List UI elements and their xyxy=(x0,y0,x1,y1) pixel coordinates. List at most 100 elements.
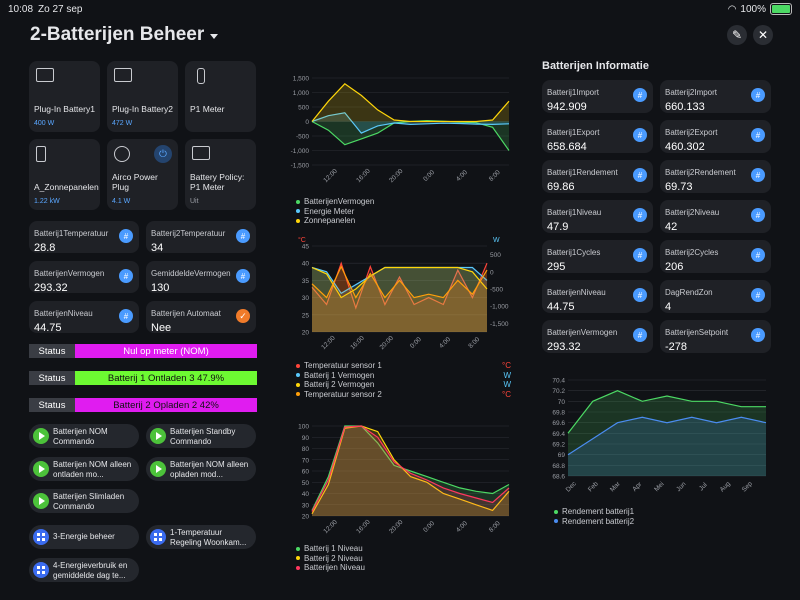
info-card-batterij2export[interactable]: Batterij2Export 460.302 # xyxy=(660,120,771,153)
info-value: 942.909 xyxy=(547,101,587,113)
info-card-batterij2rendement[interactable]: Batterij2Rendement 69.73 # xyxy=(660,160,771,193)
legend-item[interactable]: Rendement batterij1 xyxy=(554,507,754,517)
series-line-1[interactable] xyxy=(567,416,767,456)
legend-unit: W xyxy=(503,370,511,380)
legend-item[interactable]: Batterij 2 Vermogen W xyxy=(296,380,511,390)
script-nom-alleen-opladen[interactable]: Batterijen NOM alleen opladen mod... xyxy=(146,457,256,481)
hash-icon: # xyxy=(751,88,765,102)
y-tick-label: -1,500 xyxy=(291,163,310,170)
info-card-batterijensetpoint[interactable]: BatterijenSetpoint -278 # xyxy=(660,320,771,353)
legend-item[interactable]: Zonnepanelen xyxy=(296,216,511,226)
tile-state: Uit xyxy=(190,198,199,205)
y-tick-label: 100 xyxy=(298,424,309,431)
entity-batterij2-temperatuur[interactable]: Batterij2Temperatuur 34 # xyxy=(146,221,256,254)
x-tick-label: 0:00 xyxy=(422,169,436,183)
power-icon[interactable]: ⏻ xyxy=(154,145,172,163)
series-area-1 xyxy=(312,112,509,134)
hash-icon: # xyxy=(751,288,765,302)
entity-label: Batterij2Temperatuur xyxy=(151,229,226,238)
y-tick-label: 69 xyxy=(558,452,566,459)
tile-plugin-battery2[interactable]: Plug-In Battery2 472 W xyxy=(107,61,178,132)
script-nom-alleen-ontladen[interactable]: Batterijen NOM alleen ontladen mo... xyxy=(29,457,139,481)
info-card-batterij1cycles[interactable]: Batterij1Cycles 295 # xyxy=(542,240,653,273)
close-button[interactable]: ✕ xyxy=(753,25,773,45)
info-card-dagrendzon[interactable]: DagRendZon 4 # xyxy=(660,280,771,313)
entity-batterijen-niveau[interactable]: BatterijenNiveau 44.75 # xyxy=(29,301,139,334)
y-tick-label: 500 xyxy=(298,105,309,112)
info-value: 47.9 xyxy=(547,221,569,233)
series-line-2[interactable] xyxy=(311,266,488,299)
x-tick-label: Dec xyxy=(565,480,579,494)
info-card-batterij2niveau[interactable]: Batterij2Niveau 42 # xyxy=(660,200,771,233)
series-line-1[interactable] xyxy=(311,112,510,134)
info-card-batterij1import[interactable]: Batterij1Import 942.909 # xyxy=(542,80,653,113)
nav-energie-beheer[interactable]: 3-Energie beheer xyxy=(29,525,139,549)
entity-gemiddelde-vermogen[interactable]: GemiddeldeVermogen 130 # xyxy=(146,261,256,294)
legend-item[interactable]: Rendement batterij2 xyxy=(554,517,754,527)
series-line-2[interactable] xyxy=(311,83,510,123)
legend-item[interactable]: Batterijen Niveau xyxy=(296,563,511,573)
script-nom-commando[interactable]: Batterijen NOM Commando xyxy=(29,424,139,448)
tile-battery-policy[interactable]: Battery Policy: P1 Meter Uit xyxy=(185,139,256,210)
info-card-batterij2cycles[interactable]: Batterij2Cycles 206 # xyxy=(660,240,771,273)
hash-icon: # xyxy=(119,229,133,243)
series-area-3 xyxy=(312,266,487,332)
info-card-batterij1export[interactable]: Batterij1Export 658.684 # xyxy=(542,120,653,153)
entity-batterij1-temperatuur[interactable]: Batterij1Temperatuur 28.8 # xyxy=(29,221,139,254)
legend-item[interactable]: Temperatuur sensor 2 °C xyxy=(296,390,511,400)
legend-dot xyxy=(554,519,558,524)
hash-icon: # xyxy=(751,328,765,342)
script-label: Batterijen Standby Commando xyxy=(170,427,236,446)
tile-zonnepanelen[interactable]: A_Zonnepanelen 1.22 kW xyxy=(29,139,100,210)
script-standby-commando[interactable]: Batterijen Standby Commando xyxy=(146,424,256,448)
chart-temperature[interactable]: 45 40 35 30 25 20 500 0 -500 -1,000 -1,500 °C W 12:00… xyxy=(280,232,515,362)
clock: 10:08 xyxy=(8,4,34,15)
info-card-batterij1niveau[interactable]: Batterij1Niveau 47.9 # xyxy=(542,200,653,233)
tile-p1-meter[interactable]: P1 Meter xyxy=(185,61,256,132)
y-tick-label: 70 xyxy=(302,457,310,464)
info-card-batterij1rendement[interactable]: Batterij1Rendement 69.86 # xyxy=(542,160,653,193)
info-card-batterijenvermogen[interactable]: BatterijenVermogen 293.32 # xyxy=(542,320,653,353)
series-line-0[interactable] xyxy=(311,261,488,310)
legend-dot xyxy=(554,509,558,514)
series-line-0[interactable] xyxy=(311,425,510,511)
x-tick-label: 16:00 xyxy=(355,518,372,535)
series-line-2[interactable] xyxy=(311,425,510,512)
dashboard-title-dropdown[interactable]: 2-Batterijen Beheer xyxy=(30,24,219,46)
info-label: BatterijenSetpoint xyxy=(665,328,729,337)
check-icon: ✓ xyxy=(236,309,250,323)
x-tick-label: 8:00 xyxy=(488,169,502,183)
hash-icon: # xyxy=(236,229,250,243)
series-line-0[interactable] xyxy=(567,390,766,434)
legend-item[interactable]: Batterij 1 Niveau xyxy=(296,544,511,554)
info-card-batterijenniveau[interactable]: BatterijenNiveau 44.75 # xyxy=(542,280,653,313)
play-icon xyxy=(33,493,49,509)
y2-tick-label: -500 xyxy=(490,287,503,294)
entity-batterijen-vermogen[interactable]: BatterijenVermogen 293.32 # xyxy=(29,261,139,294)
legend-item[interactable]: Batterij 2 Niveau xyxy=(296,554,511,564)
nav-temperatuur-regeling[interactable]: 1-Temperatuur Regeling Woonkam... xyxy=(146,525,256,549)
tile-airco-power-plug[interactable]: ⏻ Airco Power Plug 4.1 W xyxy=(107,139,178,210)
chart-power[interactable]: 1,500 1,000 500 0 -500 -1,000 -1,500 12:00 16:00… xyxy=(280,70,515,195)
y2-tick-label: -1,500 xyxy=(490,321,509,328)
legend-item[interactable]: Temperatuur sensor 1 °C xyxy=(296,361,511,371)
legend-item[interactable]: Batterij 1 Vermogen W xyxy=(296,371,511,381)
entity-batterijen-automaat[interactable]: Batterijen Automaat Nee ✓ xyxy=(146,301,256,334)
series-line-3[interactable] xyxy=(311,265,488,299)
nav-energieverbruik[interactable]: 4-Energieverbruik en gemiddelde dag te..… xyxy=(29,558,139,582)
edit-button[interactable]: ✎ xyxy=(727,25,747,45)
tile-plugin-battery1[interactable]: Plug-In Battery1 400 W xyxy=(29,61,100,132)
legend-item[interactable]: Energie Meter xyxy=(296,207,511,217)
dashboard-icon xyxy=(33,529,49,545)
y-tick-label: 35 xyxy=(302,278,310,285)
x-tick-label: Mar xyxy=(609,480,622,493)
hash-icon: # xyxy=(633,248,647,262)
nav-label: 4-Energieverbruik en gemiddelde dag te..… xyxy=(53,561,128,580)
info-value: 295 xyxy=(547,261,566,273)
script-slimladen-commando[interactable]: Batterijen Slimladen Commando xyxy=(29,489,139,513)
info-card-batterij2import[interactable]: Batterij2Import 660.133 # xyxy=(660,80,771,113)
y-tick-label: 69.2 xyxy=(552,442,565,449)
chart-battery-level[interactable]: 100 90 80 70 60 50 40 30 20 12:00 16:00 20:00 0:00 4:… xyxy=(280,418,515,546)
legend-item[interactable]: BatterijenVermogen xyxy=(296,197,511,207)
